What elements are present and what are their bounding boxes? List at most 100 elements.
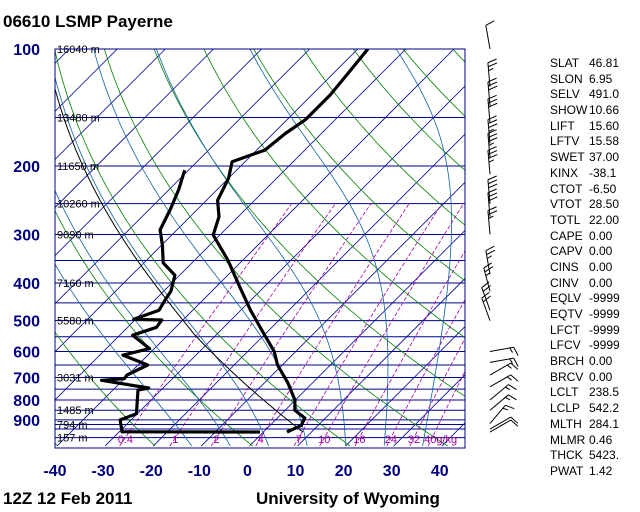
index-key: LFTV bbox=[550, 134, 580, 149]
isotherm-line bbox=[153, 133, 465, 447]
wind-barb-half-feather bbox=[505, 396, 511, 401]
wind-barb-feather bbox=[488, 196, 498, 202]
mixing-ratio-label: 32 bbox=[408, 434, 420, 446]
wind-barb-feather bbox=[481, 291, 490, 299]
mixing-ratio-line bbox=[169, 203, 336, 447]
pressure-tick-label: 500 bbox=[13, 314, 40, 331]
wind-barb-half-feather bbox=[502, 407, 509, 411]
isotherm-line bbox=[297, 277, 465, 447]
wind-barb bbox=[481, 291, 491, 321]
stability-indices: SLAT 46.81 SLON 6.95 SELV 491.0 SHOW 10.66 LIFT 1… bbox=[550, 56, 620, 480]
index-key: THCK bbox=[550, 448, 583, 463]
index-value: 28.50 bbox=[589, 197, 620, 212]
index-key: EQLV bbox=[550, 291, 582, 306]
index-key: MLTH bbox=[550, 416, 582, 431]
dry-adiabat-line bbox=[55, 49, 351, 447]
index-row-kinx: KINX -38.1 bbox=[550, 166, 620, 182]
index-value: 491.0 bbox=[589, 87, 620, 102]
temperature-profile-line bbox=[211, 49, 370, 434]
mixing-ratio-line bbox=[386, 298, 465, 447]
wind-barb-feather bbox=[505, 404, 515, 410]
isotherm-line bbox=[345, 326, 465, 447]
dry-adiabat-line bbox=[153, 49, 465, 397]
index-key: EQTV bbox=[550, 307, 583, 321]
index-key: BRCH bbox=[550, 354, 585, 369]
height-label: 794 m bbox=[57, 420, 88, 432]
height-label: 5580 m bbox=[57, 316, 94, 328]
index-value: -6.50 bbox=[589, 181, 617, 196]
index-key: BRCV bbox=[550, 369, 584, 384]
wind-barb-feather bbox=[510, 416, 519, 424]
wind-barb bbox=[481, 281, 491, 311]
parcel-path-line bbox=[55, 87, 304, 433]
wind-barb-feather bbox=[508, 394, 517, 401]
wind-barb-half-feather bbox=[485, 272, 491, 277]
wind-barb bbox=[489, 419, 519, 433]
temperature-tick-label: -40 bbox=[43, 463, 66, 480]
mixing-ratio-line bbox=[255, 203, 410, 447]
wind-barb-staff bbox=[485, 25, 491, 50]
wind-barb-feather bbox=[485, 20, 495, 26]
mixing-ratio-line bbox=[409, 337, 465, 447]
index-row-lftv: LFTV 15.58 bbox=[550, 134, 620, 150]
wind-barb bbox=[489, 404, 515, 424]
index-row-cape: CAPE 0.00 bbox=[550, 229, 620, 245]
pressure-tick-label: 800 bbox=[13, 393, 40, 410]
wind-barb-feather bbox=[482, 295, 491, 303]
wind-barb-half-feather bbox=[507, 376, 512, 381]
moist-adiabat-line bbox=[55, 189, 231, 447]
wind-barb-feather bbox=[488, 150, 498, 155]
index-row-totl: TOTL 22.00 bbox=[550, 213, 620, 229]
wind-barb-feather bbox=[488, 183, 498, 189]
index-value: 0.00 bbox=[589, 259, 613, 274]
index-value: 22.00 bbox=[589, 212, 620, 227]
index-value: 1.42 bbox=[589, 463, 613, 478]
index-key: SLON bbox=[550, 71, 583, 86]
wind-barb-feather bbox=[487, 188, 497, 194]
index-value: -9999 bbox=[589, 322, 620, 337]
wind-barb-staff bbox=[489, 419, 512, 433]
wind-barb-staff bbox=[481, 287, 491, 311]
index-value: 0.00 bbox=[589, 244, 613, 259]
height-label: 1485 m bbox=[57, 405, 94, 417]
moist-adiabat-line bbox=[156, 49, 347, 446]
mixing-ratio-line bbox=[293, 203, 443, 447]
index-value: 37.00 bbox=[589, 150, 620, 165]
pressure-tick-label: 400 bbox=[13, 276, 40, 293]
wind-barb-feather bbox=[487, 129, 497, 134]
mixing-ratio-line bbox=[210, 203, 372, 447]
wind-barb-half-feather bbox=[488, 128, 494, 132]
isotherm-line bbox=[104, 85, 465, 447]
index-value: 46.81 bbox=[589, 56, 620, 70]
isotherm-line bbox=[55, 49, 166, 160]
index-key: CINV bbox=[550, 275, 579, 290]
wind-barb bbox=[489, 346, 519, 356]
wind-barb-feather bbox=[488, 119, 498, 124]
wind-barb-feather bbox=[510, 374, 519, 382]
index-value: 6.95 bbox=[589, 71, 613, 86]
index-value: 5423. bbox=[589, 448, 620, 463]
wind-barb-feather bbox=[508, 384, 517, 390]
height-label: 13480 m bbox=[57, 112, 100, 124]
wind-barb-staff bbox=[481, 297, 491, 321]
dry-adiabat-line bbox=[303, 49, 465, 226]
temperature-tick-label: -10 bbox=[188, 463, 211, 480]
wind-barb-half-feather bbox=[488, 215, 494, 219]
index-row-mlth: MLTH 284.1 bbox=[550, 417, 620, 433]
wind-barb-feather bbox=[488, 102, 498, 108]
wind-barb bbox=[487, 77, 498, 106]
index-key: LCLT bbox=[550, 385, 579, 400]
index-row-slon: SLON 6.95 bbox=[550, 72, 620, 88]
pressure-tick-label: 200 bbox=[13, 159, 40, 176]
wind-barb bbox=[489, 374, 519, 388]
isotherm-line bbox=[393, 374, 465, 447]
wind-barb bbox=[489, 394, 517, 411]
index-key: CAPV bbox=[550, 244, 583, 259]
wind-barb bbox=[487, 58, 498, 87]
height-label: 157 m bbox=[57, 433, 88, 445]
index-key: LFCT bbox=[550, 322, 580, 337]
isotherm-line bbox=[55, 49, 310, 305]
wind-barb bbox=[489, 357, 519, 367]
index-value: 0.00 bbox=[589, 354, 613, 369]
